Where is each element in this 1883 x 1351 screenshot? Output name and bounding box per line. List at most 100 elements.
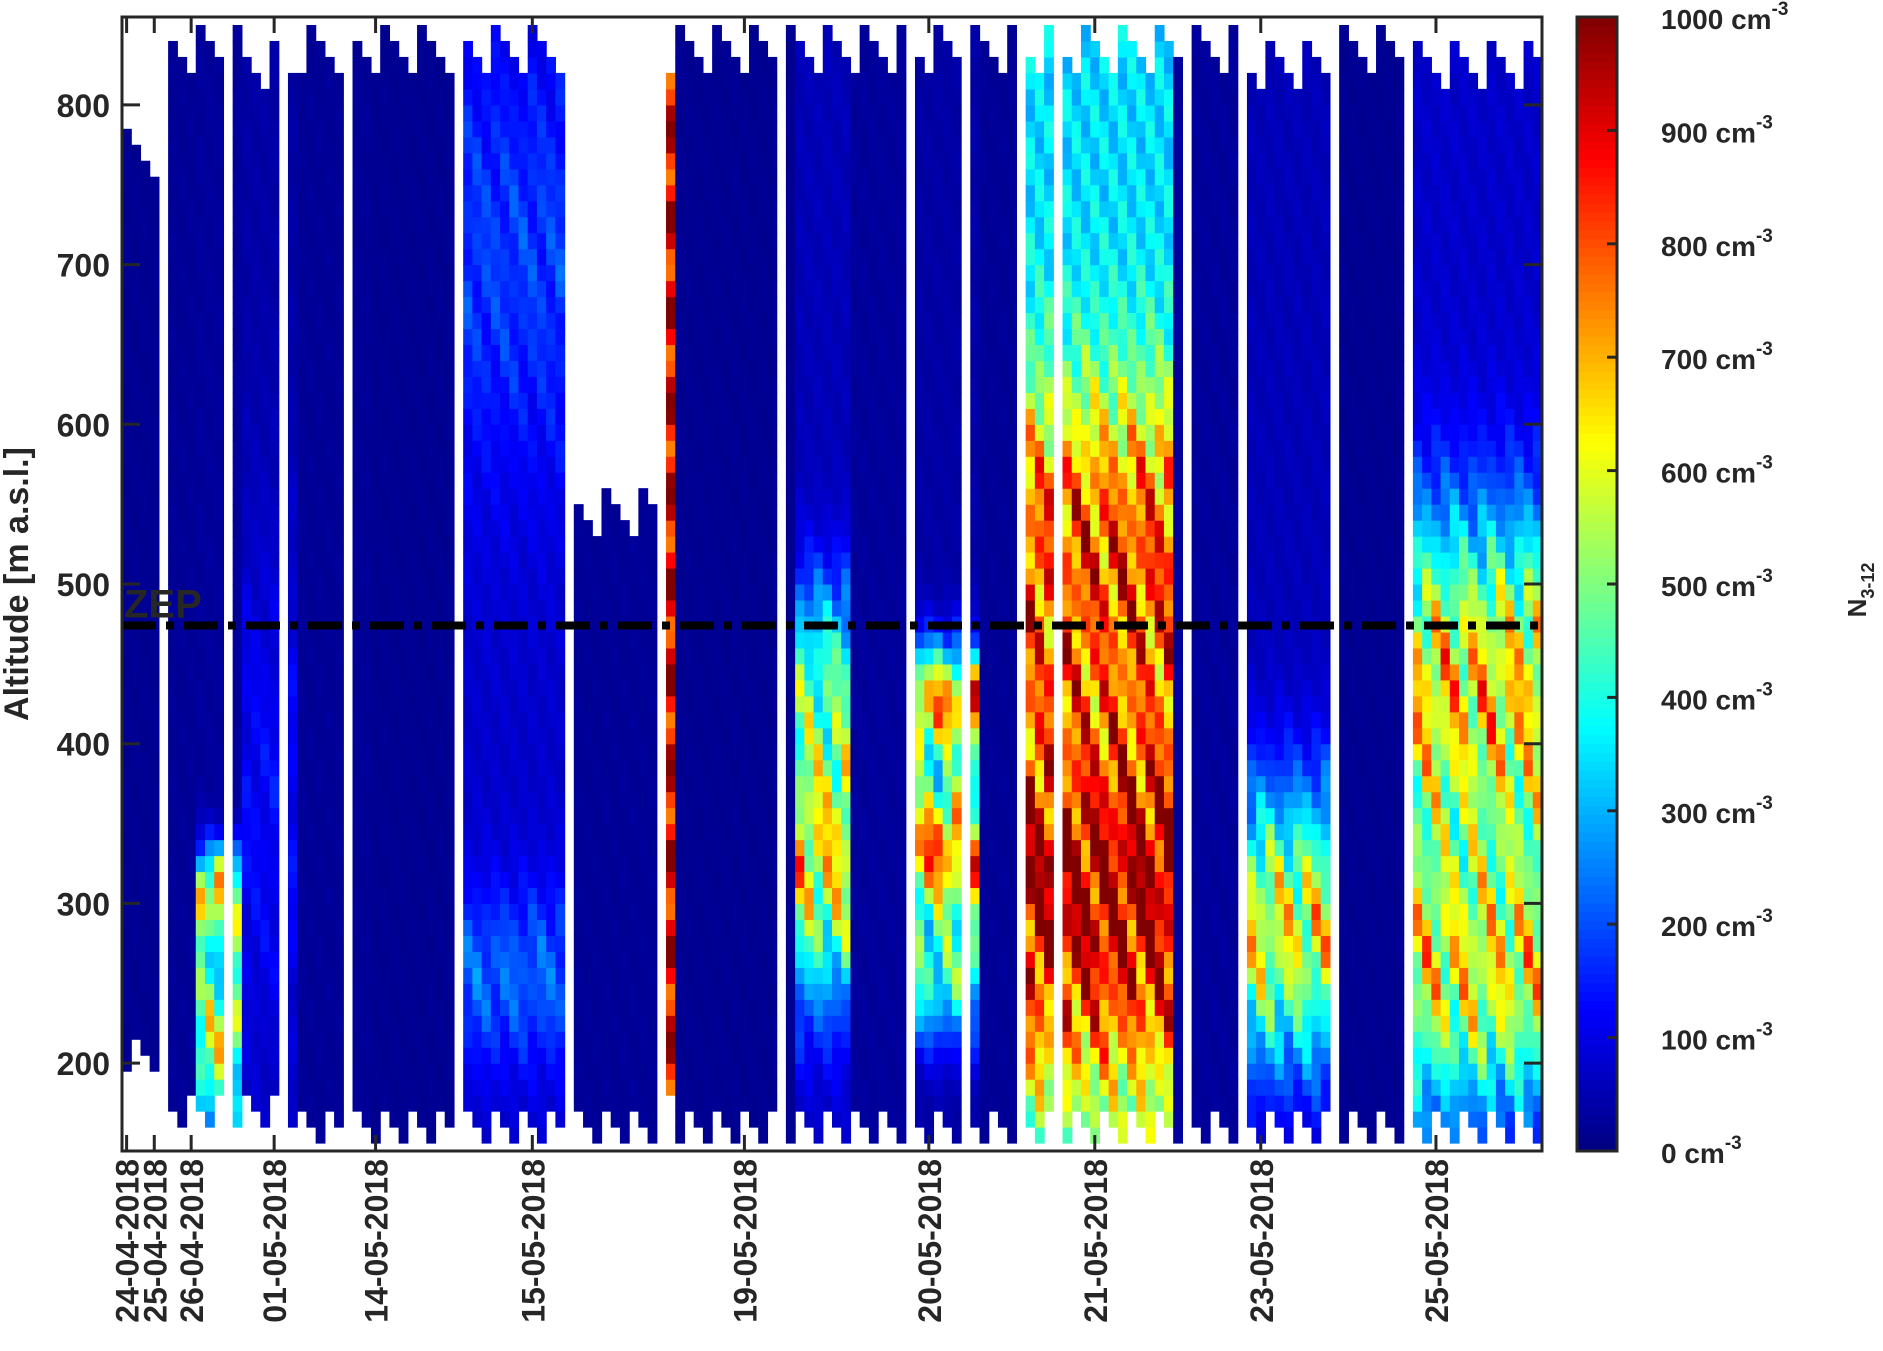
heatmap-cell [592, 919, 603, 936]
heatmap-cell [721, 1095, 732, 1112]
heatmap-cell [140, 671, 151, 689]
heatmap-cell [269, 88, 280, 106]
heatmap-cell [684, 823, 695, 841]
heatmap-cell [297, 903, 308, 921]
heatmap-cell [804, 823, 815, 841]
heatmap-cell [417, 344, 427, 361]
heatmap-cell [702, 88, 713, 106]
heatmap-cell [186, 360, 197, 377]
heatmap-cell [536, 839, 547, 857]
heatmap-cell [500, 200, 510, 218]
heatmap-cell [251, 184, 261, 202]
heatmap-cell [647, 951, 658, 968]
heatmap-cell [251, 376, 261, 393]
heatmap-cell [684, 855, 695, 873]
heatmap-cell [712, 184, 722, 202]
heatmap-cell [287, 1031, 298, 1048]
heatmap-cell [914, 919, 925, 936]
heatmap-cell [924, 951, 935, 968]
heatmap-cell [813, 647, 824, 665]
heatmap-cell [260, 248, 271, 266]
heatmap-cell [241, 408, 252, 425]
heatmap-cell [859, 1095, 870, 1112]
heatmap-cell [767, 120, 778, 138]
heatmap-cell [426, 1111, 437, 1128]
heatmap-cell [832, 360, 842, 377]
heatmap-cell [555, 999, 566, 1016]
heatmap-cell [334, 983, 344, 1000]
heatmap-cell [887, 152, 898, 170]
heatmap-cell [841, 184, 852, 202]
heatmap-cell [186, 855, 197, 873]
heatmap-cell [785, 344, 796, 361]
heatmap-cell [370, 296, 381, 314]
heatmap-cell [380, 887, 390, 905]
heatmap-cell [546, 200, 556, 218]
heatmap-cell [914, 552, 925, 569]
heatmap-cell [426, 456, 437, 473]
heatmap-cell [896, 280, 907, 298]
heatmap-cell [536, 1047, 547, 1064]
heatmap-cell [629, 855, 639, 873]
heatmap-cell [684, 360, 695, 377]
heatmap-cell [767, 951, 778, 968]
heatmap-cell [841, 264, 852, 282]
heatmap-cell [500, 264, 510, 282]
heatmap-cell [555, 392, 566, 409]
heatmap-cell [693, 264, 704, 282]
heatmap-cell [481, 727, 492, 745]
heatmap-cell [361, 839, 372, 857]
heatmap-cell [463, 472, 473, 489]
heatmap-cell [878, 967, 888, 984]
heatmap-cell [481, 424, 492, 441]
heatmap-cell [804, 232, 815, 250]
heatmap-cell [407, 472, 418, 489]
heatmap-cell [131, 368, 142, 385]
heatmap-cell [241, 775, 252, 793]
heatmap-cell [518, 168, 529, 186]
heatmap-cell [868, 440, 879, 457]
heatmap-cell [859, 791, 870, 809]
heatmap-cell [131, 560, 142, 577]
heatmap-cell [859, 72, 870, 90]
heatmap-cell [297, 408, 308, 425]
heatmap-cell [186, 807, 197, 825]
heatmap-cell [435, 759, 446, 777]
heatmap-cell [546, 472, 556, 489]
heatmap-cell [500, 504, 510, 521]
heatmap-cell [859, 472, 870, 489]
heatmap-cell [389, 599, 400, 617]
heatmap-cell [306, 807, 317, 825]
heatmap-cell [721, 1015, 732, 1032]
heatmap-cell [370, 328, 381, 346]
heatmap-cell [859, 855, 870, 873]
heatmap-cell [647, 1047, 658, 1064]
heatmap-cell [638, 568, 649, 585]
heatmap-cell [555, 360, 566, 377]
heatmap-cell [795, 775, 805, 793]
heatmap-cell [675, 823, 686, 841]
heatmap-cell [527, 296, 538, 314]
heatmap-cell [767, 440, 778, 457]
heatmap-cell [195, 1015, 206, 1032]
heatmap-cell [813, 392, 824, 409]
heatmap-cell [767, 1063, 778, 1080]
heatmap-cell [204, 711, 215, 729]
heatmap-cell [555, 1047, 566, 1064]
heatmap-cell [269, 599, 280, 617]
heatmap-cell [140, 416, 151, 433]
heatmap-cell [666, 280, 676, 298]
heatmap-cell [398, 392, 409, 409]
heatmap-cell [813, 679, 824, 697]
heatmap-cell [721, 711, 732, 729]
heatmap-cell [629, 983, 639, 1000]
heatmap-cell [444, 679, 455, 697]
heatmap-cell [463, 40, 473, 58]
heatmap-cell [924, 440, 935, 457]
heatmap-cell [444, 967, 455, 984]
heatmap-cell [536, 472, 547, 489]
heatmap-cell [334, 967, 344, 984]
heatmap-cell [739, 88, 750, 106]
heatmap-cell [702, 152, 713, 170]
heatmap-cell [463, 200, 473, 218]
